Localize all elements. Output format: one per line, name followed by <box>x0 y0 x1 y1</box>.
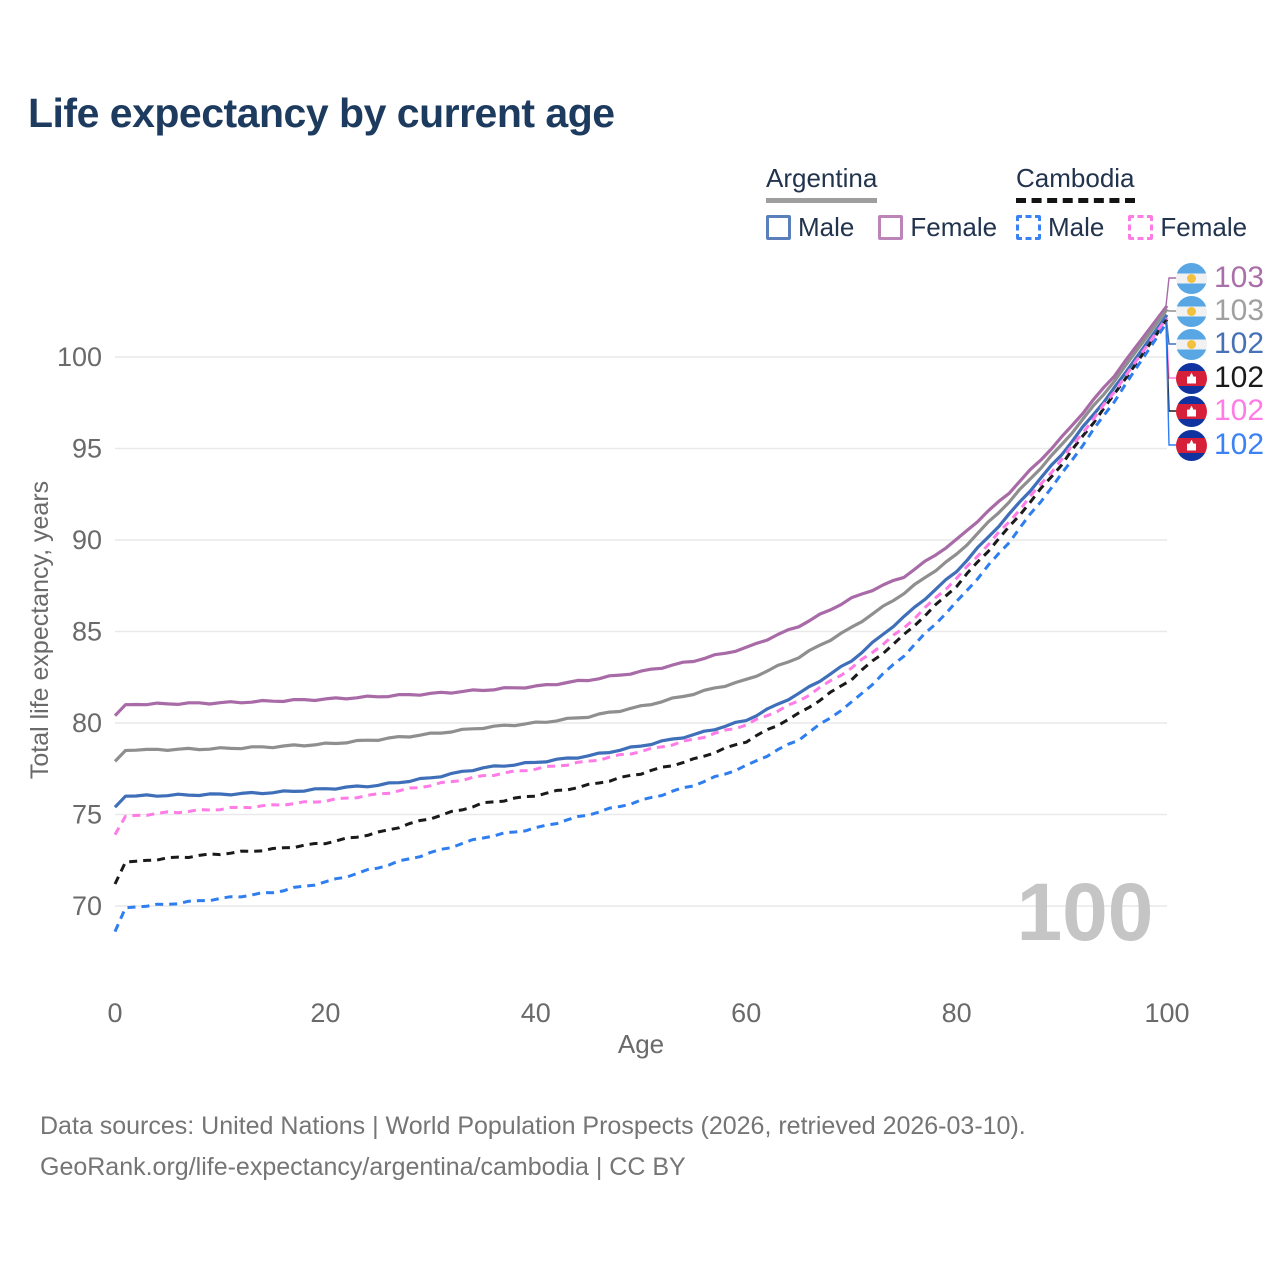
legend-group-cambodia: Cambodia Male Female <box>1016 163 1271 243</box>
page-title: Life expectancy by current age <box>28 90 615 136</box>
x-tick-label: 0 <box>107 998 122 1028</box>
legend-group-argentina: Argentina Male Female <box>766 163 1021 243</box>
y-tick-label: 95 <box>72 434 102 464</box>
series-line-argentina-both-sexes <box>113 308 1169 763</box>
end-value: 102 <box>1214 394 1265 427</box>
legend-item-label: Male <box>798 212 855 242</box>
leader-line <box>1165 277 1178 306</box>
leader-line <box>1165 322 1178 446</box>
end-value: 103 <box>1214 294 1265 327</box>
series-line-argentina-male <box>113 313 1169 809</box>
argentina-male-swatch-icon <box>766 215 791 240</box>
argentina-flag-icon <box>1176 328 1207 360</box>
legend-country-cambodia: Cambodia <box>1016 163 1135 203</box>
cambodia-flag-icon <box>1176 395 1207 427</box>
series-line-cambodia-male <box>113 321 1169 933</box>
y-tick-label: 90 <box>72 525 102 555</box>
series-line-argentina-female <box>113 304 1169 717</box>
cambodia-flag-icon <box>1176 362 1207 394</box>
legend-item-argentina-female[interactable]: Female <box>878 212 997 243</box>
watermark-100: 100 <box>1017 867 1154 958</box>
x-tick-label: 100 <box>1144 998 1189 1028</box>
series-line-cambodia-both-sexes <box>113 318 1169 885</box>
cambodia-male-swatch-icon <box>1016 215 1041 240</box>
end-label-row: 103 <box>1176 295 1264 327</box>
cambodia-female-swatch-icon <box>1128 215 1154 240</box>
y-tick-label: 70 <box>72 891 102 921</box>
x-axis-title: Age <box>618 1029 664 1059</box>
footer-line-1: Data sources: United Nations | World Pop… <box>40 1112 1026 1140</box>
y-tick-label: 75 <box>72 800 102 830</box>
x-tick-label: 60 <box>731 998 761 1028</box>
y-tick-label: 100 <box>57 342 102 372</box>
end-value: 103 <box>1214 261 1265 294</box>
legend-country-argentina: Argentina <box>766 163 878 203</box>
legend-item-cambodia-female[interactable]: Female <box>1128 212 1247 243</box>
legend-item-cambodia-male[interactable]: Male <box>1016 212 1104 243</box>
argentina-flag-icon <box>1176 262 1207 294</box>
data-source-footer: Data sources: United Nations | World Pop… <box>40 1106 1026 1188</box>
x-tick-label: 20 <box>310 998 340 1028</box>
y-tick-label: 85 <box>72 617 102 647</box>
series-line-cambodia-female <box>113 316 1169 836</box>
legend-item-label: Female <box>1160 212 1248 242</box>
end-value: 102 <box>1214 361 1265 394</box>
legend-item-label: Male <box>1048 212 1105 242</box>
end-label-row: 102 <box>1176 395 1264 427</box>
legend-item-label: Female <box>910 212 998 242</box>
y-axis-title: Total life expectancy, years <box>26 481 54 779</box>
end-label-row: 102 <box>1176 429 1264 461</box>
end-value: 102 <box>1214 327 1265 360</box>
x-tick-label: 80 <box>942 998 972 1028</box>
end-label-row: 102 <box>1176 362 1264 394</box>
end-value: 102 <box>1214 428 1265 461</box>
x-tick-label: 40 <box>521 998 551 1028</box>
line-chart: 70 75 80 85 90 95 100 100 0 20 40 60 80 100 Age Total l… <box>26 277 1190 1059</box>
cambodia-flag-icon <box>1176 429 1207 461</box>
argentina-flag-icon <box>1176 295 1207 327</box>
end-label-row: 102 <box>1176 328 1264 360</box>
end-label-row: 103 <box>1176 262 1264 294</box>
legend-item-argentina-male[interactable]: Male <box>766 212 854 243</box>
y-tick-label: 80 <box>72 708 102 738</box>
footer-line-2: GeoRank.org/life-expectancy/argentina/ca… <box>40 1153 686 1181</box>
argentina-female-swatch-icon <box>878 215 904 240</box>
leader-line <box>1165 308 1178 312</box>
